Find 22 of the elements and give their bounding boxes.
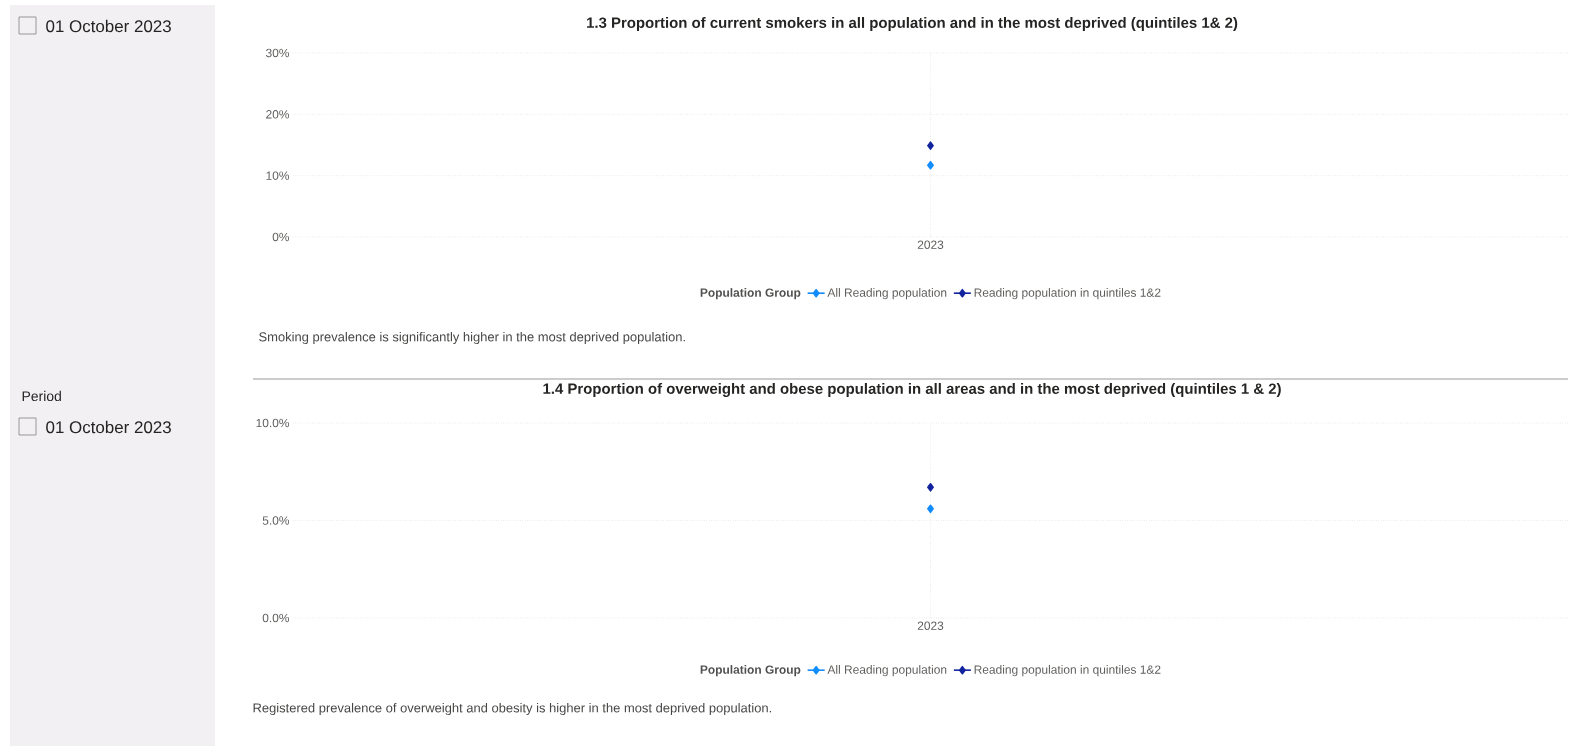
y-tick-label: 5.0% — [262, 516, 290, 525]
chart-title: 1.3 Proportion of current smokers in all population and in the most deprived (quintiles 1& 2) — [587, 17, 1238, 31]
legend-title: Population Group — [700, 288, 801, 300]
y-tick-label: 0.0% — [262, 613, 290, 623]
y-tick-label: 30% — [266, 48, 290, 58]
y-tick-label: 0% — [272, 232, 290, 242]
x-tick-label: 2023 — [917, 240, 944, 249]
text: 01 October 2023 — [46, 19, 171, 33]
y-tick-label: 10% — [266, 171, 290, 180]
legend-label: Reading population in quintiles 1&2 — [974, 665, 1161, 677]
text: Registered prevalence of overweight and obesity is higher in the most deprived population. — [253, 702, 772, 716]
legend-label: All Reading population — [827, 665, 947, 677]
x-tick-label: 2023 — [917, 621, 944, 630]
y-tick-label: 10.0% — [256, 418, 290, 428]
y-tick-label: 20% — [266, 110, 290, 119]
legend-title: Population Group — [700, 665, 801, 677]
legend-label: Reading population in quintiles 1&2 — [974, 288, 1161, 300]
text: Period — [22, 390, 61, 402]
text: Smoking prevalence is significantly higher in the most deprived population. — [259, 331, 685, 345]
legend-label: All Reading population — [827, 288, 947, 300]
text: 01 October 2023 — [46, 420, 171, 434]
chart-title: 1.4 Proportion of overweight and obese population in all areas and in the most deprived (quintiles 1 & 2) — [543, 383, 1281, 397]
